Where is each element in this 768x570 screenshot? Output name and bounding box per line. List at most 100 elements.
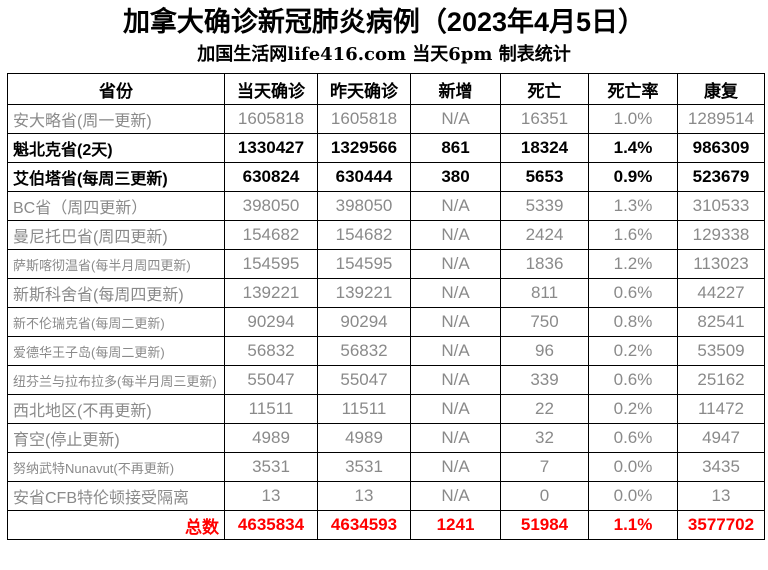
today-cell: 154595	[224, 249, 318, 279]
column-header-today: 当天确诊	[224, 73, 318, 105]
yesterday-cell: 11511	[317, 394, 411, 424]
today-cell: 154682	[224, 220, 318, 250]
table-row: 新斯科舍省(每周四更新) 139221 139221 N/A 811 0.6% 44227	[7, 278, 765, 308]
table-row: 纽芬兰与拉布拉多(每半月周三更新) 55047 55047 N/A 339 0.6% 251…	[7, 365, 765, 395]
recovered-cell: 13	[677, 481, 765, 511]
new-cases-cell: N/A	[410, 249, 501, 279]
province-cell: 努纳武特Nunavut(不再更新)	[7, 452, 225, 482]
table-body: 省份 当天确诊 昨天确诊 新增 死亡 死亡率 康复 安大略省(周一更新) 1605…	[7, 73, 765, 540]
yesterday-cell: 139221	[317, 278, 411, 308]
total-yesterday-cell: 4634593	[317, 510, 411, 540]
new-cases-cell: N/A	[410, 278, 501, 308]
province-cell: 安省CFB特伦顿接受隔离	[7, 481, 225, 511]
deaths-cell: 32	[500, 423, 589, 453]
header-row: 省份 当天确诊 昨天确诊 新增 死亡 死亡率 康复	[7, 73, 765, 105]
recovered-cell: 4947	[677, 423, 765, 453]
death-rate-cell: 0.6%	[588, 365, 678, 395]
new-cases-cell: N/A	[410, 191, 501, 221]
death-rate-cell: 1.6%	[588, 220, 678, 250]
yesterday-cell: 13	[317, 481, 411, 511]
deaths-cell: 22	[500, 394, 589, 424]
today-cell: 1605818	[224, 104, 318, 134]
table-row: 安大略省(周一更新) 1605818 1605818 N/A 16351 1.0% 1289…	[7, 104, 765, 134]
total-today-cell: 4635834	[224, 510, 318, 540]
today-cell: 56832	[224, 336, 318, 366]
table-row: 艾伯塔省(每周三更新) 630824 630444 380 5653 0.9% 523679	[7, 162, 765, 192]
today-cell: 398050	[224, 191, 318, 221]
recovered-cell: 3435	[677, 452, 765, 482]
death-rate-cell: 0.8%	[588, 307, 678, 337]
death-rate-cell: 0.0%	[588, 452, 678, 482]
total-new-cell: 1241	[410, 510, 501, 540]
deaths-cell: 750	[500, 307, 589, 337]
deaths-cell: 5339	[500, 191, 589, 221]
yesterday-cell: 3531	[317, 452, 411, 482]
province-cell: 纽芬兰与拉布拉多(每半月周三更新)	[7, 365, 225, 395]
death-rate-cell: 0.6%	[588, 423, 678, 453]
today-cell: 4989	[224, 423, 318, 453]
column-header-deaths: 死亡	[500, 73, 589, 105]
today-cell: 139221	[224, 278, 318, 308]
recovered-cell: 82541	[677, 307, 765, 337]
recovered-cell: 53509	[677, 336, 765, 366]
total-recovered-cell: 3577702	[677, 510, 765, 540]
new-cases-cell: N/A	[410, 452, 501, 482]
death-rate-cell: 0.2%	[588, 336, 678, 366]
province-cell: 育空(停止更新)	[7, 423, 225, 453]
deaths-cell: 7	[500, 452, 589, 482]
table-row: 育空(停止更新) 4989 4989 N/A 32 0.6% 4947	[7, 423, 765, 453]
yesterday-cell: 55047	[317, 365, 411, 395]
yesterday-cell: 90294	[317, 307, 411, 337]
province-cell: BC省（周四更新）	[7, 191, 225, 221]
today-cell: 55047	[224, 365, 318, 395]
page-title: 加拿大确诊新冠肺炎病例（2023年4月5日）	[122, 7, 646, 37]
yesterday-cell: 1329566	[317, 133, 411, 163]
table-row: BC省（周四更新） 398050 398050 N/A 5339 1.3% 310533	[7, 191, 765, 221]
death-rate-cell: 0.6%	[588, 278, 678, 308]
province-cell: 魁北克省(2天)	[7, 133, 225, 163]
table-row: 萨斯喀彻温省(每半月周四更新) 154595 154595 N/A 1836 1.2% 11…	[7, 249, 765, 279]
deaths-cell: 811	[500, 278, 589, 308]
column-header-province: 省份	[7, 73, 225, 105]
table-row: 西北地区(不再更新) 11511 11511 N/A 22 0.2% 11472	[7, 394, 765, 424]
total-row: 总数 4635834 4634593 1241 51984 1.1% 35777…	[7, 510, 765, 540]
today-cell: 90294	[224, 307, 318, 337]
death-rate-cell: 1.4%	[588, 133, 678, 163]
today-cell: 3531	[224, 452, 318, 482]
table-row: 新不伦瑞克省(每周二更新) 90294 90294 N/A 750 0.8% 82541	[7, 307, 765, 337]
today-cell: 13	[224, 481, 318, 511]
new-cases-cell: N/A	[410, 307, 501, 337]
recovered-cell: 11472	[677, 394, 765, 424]
province-cell: 新斯科舍省(每周四更新)	[7, 278, 225, 308]
today-cell: 11511	[224, 394, 318, 424]
table-row: 安省CFB特伦顿接受隔离 13 13 N/A 0 0.0% 13	[7, 481, 765, 511]
new-cases-cell: N/A	[410, 423, 501, 453]
province-cell: 艾伯塔省(每周三更新)	[7, 162, 225, 192]
province-cell: 安大略省(周一更新)	[7, 104, 225, 134]
deaths-cell: 339	[500, 365, 589, 395]
total-label: 总数	[7, 510, 225, 540]
province-cell: 新不伦瑞克省(每周二更新)	[7, 307, 225, 337]
province-cell: 萨斯喀彻温省(每半月周四更新)	[7, 249, 225, 279]
new-cases-cell: N/A	[410, 220, 501, 250]
yesterday-cell: 630444	[317, 162, 411, 192]
recovered-cell: 129338	[677, 220, 765, 250]
deaths-cell: 16351	[500, 104, 589, 134]
new-cases-cell: N/A	[410, 336, 501, 366]
death-rate-cell: 1.0%	[588, 104, 678, 134]
table-row: 曼尼托巴省(周四更新) 154682 154682 N/A 2424 1.6% 129338	[7, 220, 765, 250]
column-header-recovered: 康复	[677, 73, 765, 105]
column-header-new: 新增	[410, 73, 501, 105]
deaths-cell: 1836	[500, 249, 589, 279]
new-cases-cell: N/A	[410, 481, 501, 511]
recovered-cell: 310533	[677, 191, 765, 221]
recovered-cell: 523679	[677, 162, 765, 192]
deaths-cell: 96	[500, 336, 589, 366]
yesterday-cell: 56832	[317, 336, 411, 366]
province-cell: 曼尼托巴省(周四更新)	[7, 220, 225, 250]
recovered-cell: 113023	[677, 249, 765, 279]
province-cell: 爱德华王子岛(每周二更新)	[7, 336, 225, 366]
new-cases-cell: N/A	[410, 365, 501, 395]
table-row: 努纳武特Nunavut(不再更新) 3531 3531 N/A 7 0.0% 3435	[7, 452, 765, 482]
yesterday-cell: 4989	[317, 423, 411, 453]
